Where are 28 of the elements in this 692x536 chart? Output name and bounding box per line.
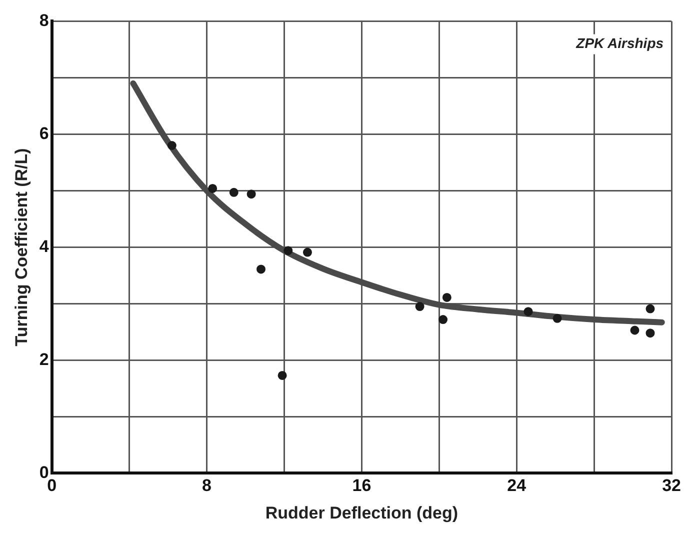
x-tick-label: 8 [202, 476, 212, 496]
x-tick-label: 16 [352, 476, 372, 496]
point [630, 326, 640, 335]
y-tick-label: 0 [39, 462, 49, 482]
point [438, 315, 448, 324]
point [229, 188, 238, 197]
point [246, 190, 256, 199]
y-tick-label: 6 [39, 124, 49, 143]
annotation: ZPK Airships [575, 35, 664, 52]
y-axis-title: Turning Coefficient (R/L) [12, 148, 31, 346]
point [302, 248, 312, 257]
point [524, 307, 533, 316]
point [442, 292, 452, 302]
point [552, 314, 562, 323]
point [208, 184, 218, 193]
y-tick-label: 4 [39, 236, 50, 256]
point [415, 302, 424, 312]
point [646, 328, 655, 338]
point [256, 264, 266, 274]
x-tick-label: 24 [507, 476, 527, 496]
x-axis-title: Rudder Deflection (deg) [265, 503, 458, 522]
point [284, 246, 293, 256]
point [646, 304, 655, 314]
point [278, 370, 287, 380]
point [167, 141, 176, 150]
y-tick-label: 2 [39, 350, 49, 369]
y-tick-label: 8 [39, 10, 49, 30]
x-tick-label: 32 [662, 476, 682, 496]
